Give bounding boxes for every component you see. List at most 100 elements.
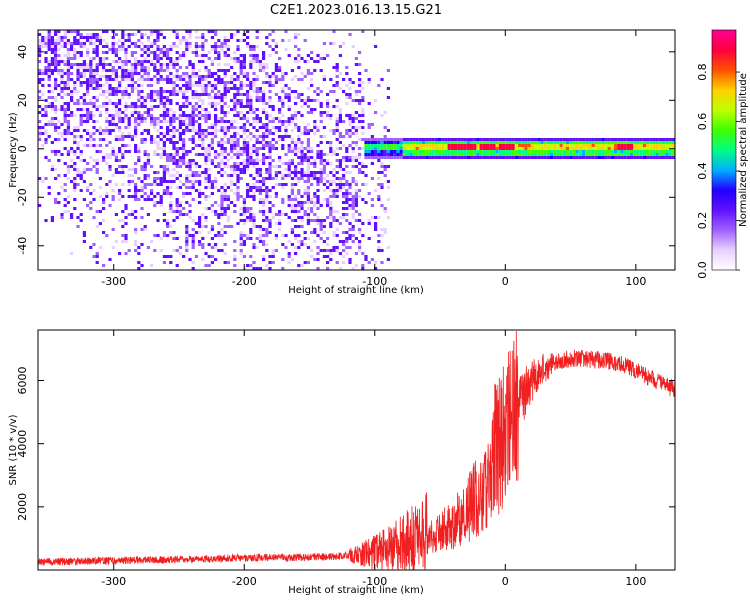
heatmap-cell [162, 189, 166, 192]
heatmap-cell [166, 75, 170, 78]
heatmap-cell [95, 129, 99, 132]
heatmap-cell [364, 258, 368, 261]
heatmap-cell [210, 147, 214, 150]
heatmap-cell [79, 123, 83, 126]
heatmap-cell [294, 147, 298, 150]
heatmap-cell [79, 102, 83, 105]
heatmap-cell [82, 75, 86, 78]
heatmap-cell [649, 138, 653, 141]
heatmap-cell [294, 144, 298, 147]
heatmap-cell [329, 189, 333, 192]
heatmap-cell [41, 84, 45, 87]
heatmap-cell [591, 150, 595, 153]
heatmap-cell [239, 171, 243, 174]
heatmap-cell [281, 105, 285, 108]
heatmap-cell [230, 75, 234, 78]
heatmap-cell [207, 81, 211, 84]
heatmap-cell [230, 138, 234, 141]
snr-ytick-label: 6000 [16, 367, 29, 395]
heatmap-cell [153, 204, 157, 207]
heatmap-cell [326, 174, 330, 177]
heatmap-cell [498, 150, 502, 153]
heatmap-cell [162, 36, 166, 39]
heatmap-cell [217, 57, 221, 60]
heatmap-cell [406, 156, 410, 159]
heatmap-cell [342, 144, 346, 147]
heatmap-cell [335, 189, 339, 192]
heatmap-cell [162, 90, 166, 93]
heatmap-cell [297, 264, 301, 267]
heatmap-cell [412, 150, 416, 153]
heatmap-cell [198, 75, 202, 78]
heatmap-cell [418, 156, 422, 159]
heatmap-cell [111, 102, 115, 105]
heatmap-cell [38, 72, 42, 75]
heatmap-cell [572, 144, 576, 147]
heatmap-cell [303, 156, 307, 159]
heatmap-cell [66, 123, 70, 126]
heatmap-cell [194, 222, 198, 225]
heatmap-cell [239, 111, 243, 114]
heatmap-cell [86, 36, 90, 39]
heatmap-cell [41, 42, 45, 45]
heatmap-cell [236, 144, 240, 147]
heatmap-cell [159, 114, 163, 117]
heatmap-cell [470, 138, 474, 141]
heatmap-cell [402, 144, 406, 147]
heatmap-cell [319, 162, 323, 165]
heatmap-cell [242, 72, 246, 75]
heatmap-cell [338, 141, 342, 144]
heatmap-cell [118, 48, 122, 51]
heatmap-cell [169, 78, 173, 81]
heatmap-cell [614, 138, 618, 141]
heatmap-cell [198, 231, 202, 234]
heatmap-cell [332, 192, 336, 195]
heatmap-cell [204, 219, 208, 222]
heatmap-cell [210, 90, 214, 93]
heatmap-cell [332, 132, 336, 135]
heatmap-cell [38, 42, 42, 45]
heatmap-cell [150, 183, 154, 186]
heatmap-cell [98, 195, 102, 198]
heatmap-cell [268, 210, 272, 213]
heatmap-cell [268, 96, 272, 99]
heatmap-cell [188, 33, 192, 36]
heatmap-cell [204, 39, 208, 42]
heatmap-cell [342, 192, 346, 195]
heatmap-cell [319, 120, 323, 123]
heatmap-cell [665, 144, 669, 147]
heatmap-cell [89, 156, 93, 159]
heatmap-cell [658, 150, 662, 153]
heatmap-cell [172, 30, 176, 33]
heatmap-cell [591, 141, 595, 144]
heatmap-cell [306, 207, 310, 210]
heatmap-cell [220, 96, 224, 99]
heatmap-cell [111, 123, 115, 126]
heatmap-cell [57, 54, 61, 57]
heatmap-cell [134, 189, 138, 192]
heatmap-cell [188, 78, 192, 81]
heatmap-cell [297, 150, 301, 153]
heatmap-cell [278, 171, 282, 174]
heatmap-cell [198, 129, 202, 132]
heatmap-cell [233, 240, 237, 243]
heatmap-cell [143, 99, 147, 102]
heatmap-cell [188, 42, 192, 45]
heatmap-cell [607, 150, 611, 153]
heatmap-cell [601, 138, 605, 141]
heatmap-cell [127, 60, 131, 63]
heatmap-cell [642, 147, 646, 150]
heatmap-cell [111, 120, 115, 123]
heatmap-cell [153, 195, 157, 198]
heatmap-cell [118, 138, 122, 141]
heatmap-cell [358, 114, 362, 117]
heatmap-cell [70, 252, 74, 255]
heatmap-cell [217, 39, 221, 42]
heatmap-cell [220, 144, 224, 147]
heatmap-cell [310, 210, 314, 213]
heatmap-cell [326, 114, 330, 117]
heatmap-cell [166, 129, 170, 132]
heatmap-cell [255, 96, 259, 99]
heatmap-cell [182, 150, 186, 153]
heatmap-cell [524, 150, 528, 153]
